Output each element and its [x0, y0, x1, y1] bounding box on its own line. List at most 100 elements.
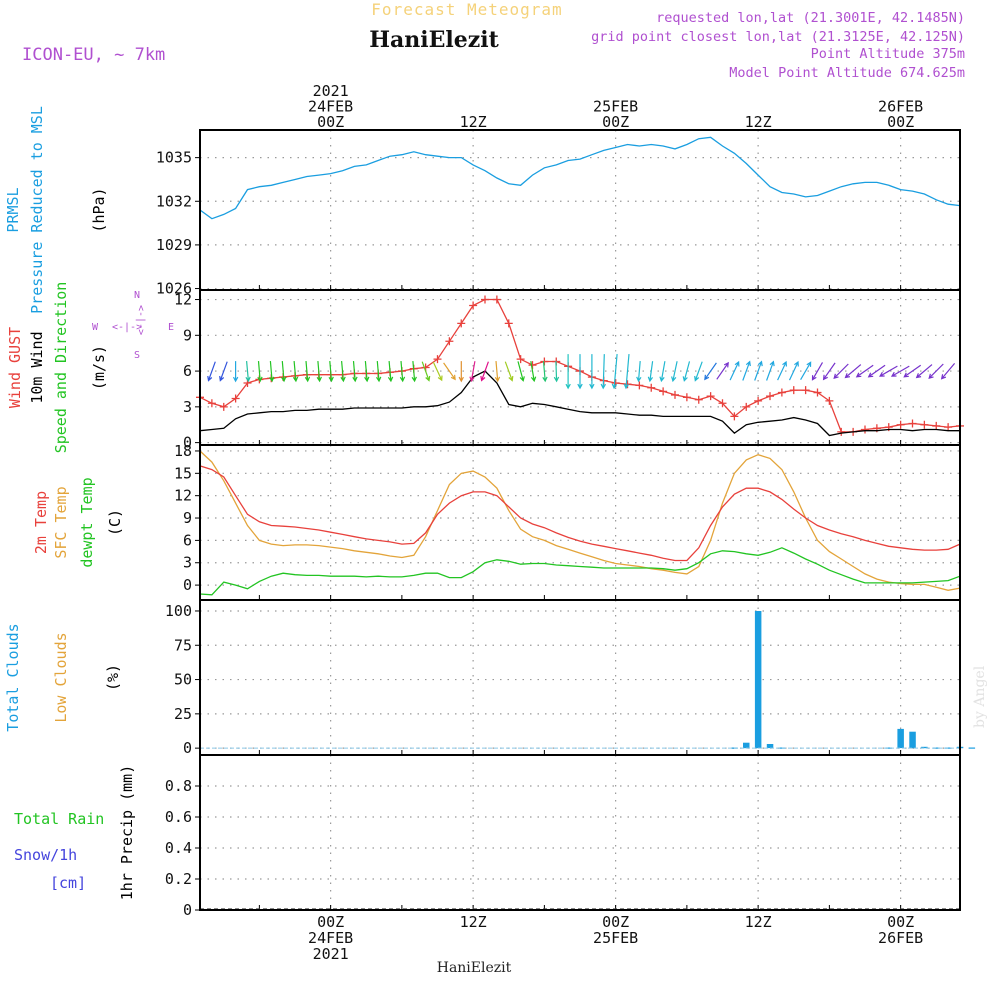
wind-direction-arrow	[517, 361, 525, 382]
cloud-bar	[933, 747, 940, 749]
wind-direction-arrow	[682, 361, 691, 382]
y-tick-label: 0	[183, 901, 192, 919]
gust-marker	[944, 423, 953, 432]
gust-marker	[207, 399, 216, 408]
credit-watermark: by Angel	[972, 665, 988, 728]
wind-direction-arrow	[387, 361, 394, 383]
series-line-wind10m	[199, 370, 960, 437]
bottom-tick-label: 12Z	[745, 913, 772, 931]
gust-marker	[457, 319, 466, 328]
y-tick-label: 50	[174, 671, 192, 689]
wind-direction-arrow	[376, 361, 382, 383]
series-line-prmsl	[199, 136, 961, 220]
y-tick-label: 1032	[156, 192, 192, 210]
y-tick-label: 9	[183, 509, 192, 527]
gust-marker	[825, 396, 834, 405]
wind-direction-arrow	[257, 361, 263, 383]
y-tick-label: 1026	[156, 280, 192, 298]
bottom-tick-label: 26FEB	[878, 929, 923, 947]
y-tick-label: 6	[183, 362, 192, 380]
y-axis-label: (%)	[104, 664, 122, 691]
top-tick-label: 12Z	[745, 113, 772, 131]
cloud-bar	[778, 747, 786, 749]
wind-direction-arrow	[766, 360, 775, 381]
y-axis-label: Wind GUST	[6, 327, 24, 408]
wind-direction-arrow	[316, 361, 322, 383]
y-tick-label: 9	[183, 326, 192, 344]
y-tick-label: 0	[183, 434, 192, 452]
wind-direction-arrow	[716, 361, 729, 380]
gust-marker	[742, 402, 751, 411]
gust-marker	[694, 395, 703, 404]
y-axis-label: Pressure Reduced to MSL	[28, 106, 46, 314]
compass-north: N	[134, 290, 140, 301]
gust-marker	[754, 396, 763, 405]
cloud-bar	[921, 746, 928, 749]
chart-panels: 202124FEB00Z12Z25FEB00Z12Z26FEB00Z12Z00Z…	[4, 82, 976, 963]
y-axis-label: 10m Wind	[28, 331, 46, 403]
gust-marker	[896, 420, 905, 429]
panel-wind: 0 3 6 9 12 N W E S <-|-><-|-> Wind GUST 10m Wind Spe…	[6, 282, 964, 453]
wind-direction-arrow	[328, 361, 334, 383]
y-tick-label: 0	[183, 739, 192, 757]
wind-direction-arrow	[915, 364, 933, 379]
panel-precip: 0 0.2 0.4 0.6 0.8 1hr Precip (mm) Total Rain Sn…	[14, 754, 961, 919]
top-tick-label: 12Z	[460, 113, 487, 131]
point-altitude: Point Altitude 375m	[811, 46, 965, 62]
gust-marker	[445, 337, 454, 346]
wind-direction-arrow	[788, 360, 799, 381]
wind-direction-arrow	[659, 361, 666, 383]
wind-direction-arrow	[647, 361, 654, 383]
gust-marker	[492, 295, 501, 304]
y-axis-label: PRMSL	[4, 187, 22, 232]
wind-direction-arrow	[364, 361, 370, 383]
y-tick-label: 0	[183, 576, 192, 594]
wind-direction-arrow	[411, 361, 417, 383]
wind-direction-arrow	[504, 361, 514, 382]
wind-direction-arrow	[623, 354, 630, 390]
y-tick-label: 75	[174, 636, 192, 654]
gust-marker	[504, 319, 513, 328]
y-axis-label: (C)	[106, 509, 124, 536]
bottom-tick-label: 00Z	[887, 913, 914, 931]
compass-arrows-vertical: <-|->	[135, 305, 146, 335]
y-tick-label: 3	[183, 398, 192, 416]
precip-legend-label: Total Rain	[14, 810, 104, 828]
cloud-bar	[909, 731, 916, 749]
wind-direction-arrow	[530, 361, 537, 383]
gust-marker	[932, 421, 941, 430]
series-line-temp2m	[199, 465, 961, 562]
gust-marker	[920, 420, 929, 429]
wind-direction-arrow	[542, 361, 548, 383]
compass-west: W	[92, 322, 99, 333]
gust-marker	[219, 402, 228, 411]
gust-marker	[706, 392, 715, 401]
y-axis-label: 2m Temp	[32, 491, 50, 554]
wind-direction-arrow	[352, 361, 358, 383]
gust-marker	[540, 357, 549, 366]
wind-direction-arrow	[940, 363, 956, 380]
gust-marker	[789, 386, 798, 395]
bottom-tick-label: 00Z	[317, 913, 344, 931]
precip-legend-label: Snow/1h	[14, 846, 77, 864]
y-axis-label: (hPa)	[90, 187, 108, 232]
bottom-tick-label: 00Z	[602, 913, 629, 931]
y-tick-label: 1035	[156, 149, 192, 167]
gust-marker	[647, 383, 656, 392]
compass-east: E	[168, 322, 174, 333]
wind-direction-arrow	[928, 363, 944, 379]
top-tick-label: 00Z	[602, 113, 629, 131]
y-tick-label: 100	[165, 602, 192, 620]
gust-marker	[469, 301, 478, 310]
y-tick-label: 18	[174, 442, 192, 460]
gust-marker	[231, 394, 240, 403]
gust-marker	[813, 388, 822, 397]
model-label: ICON-EU, ~ 7km	[22, 45, 165, 65]
wind-direction-arrow	[399, 361, 406, 383]
panel-temp: 0 3 6 9 12 15 18 2m Temp SFC Temp dewpt Temp (C)	[32, 442, 961, 601]
wind-direction-arrow	[777, 360, 787, 381]
series-line-dewpt	[199, 547, 961, 596]
wind-direction-arrow	[577, 354, 583, 390]
y-axis-label: SFC Temp	[52, 486, 70, 558]
wind-direction-arrow	[589, 354, 595, 390]
